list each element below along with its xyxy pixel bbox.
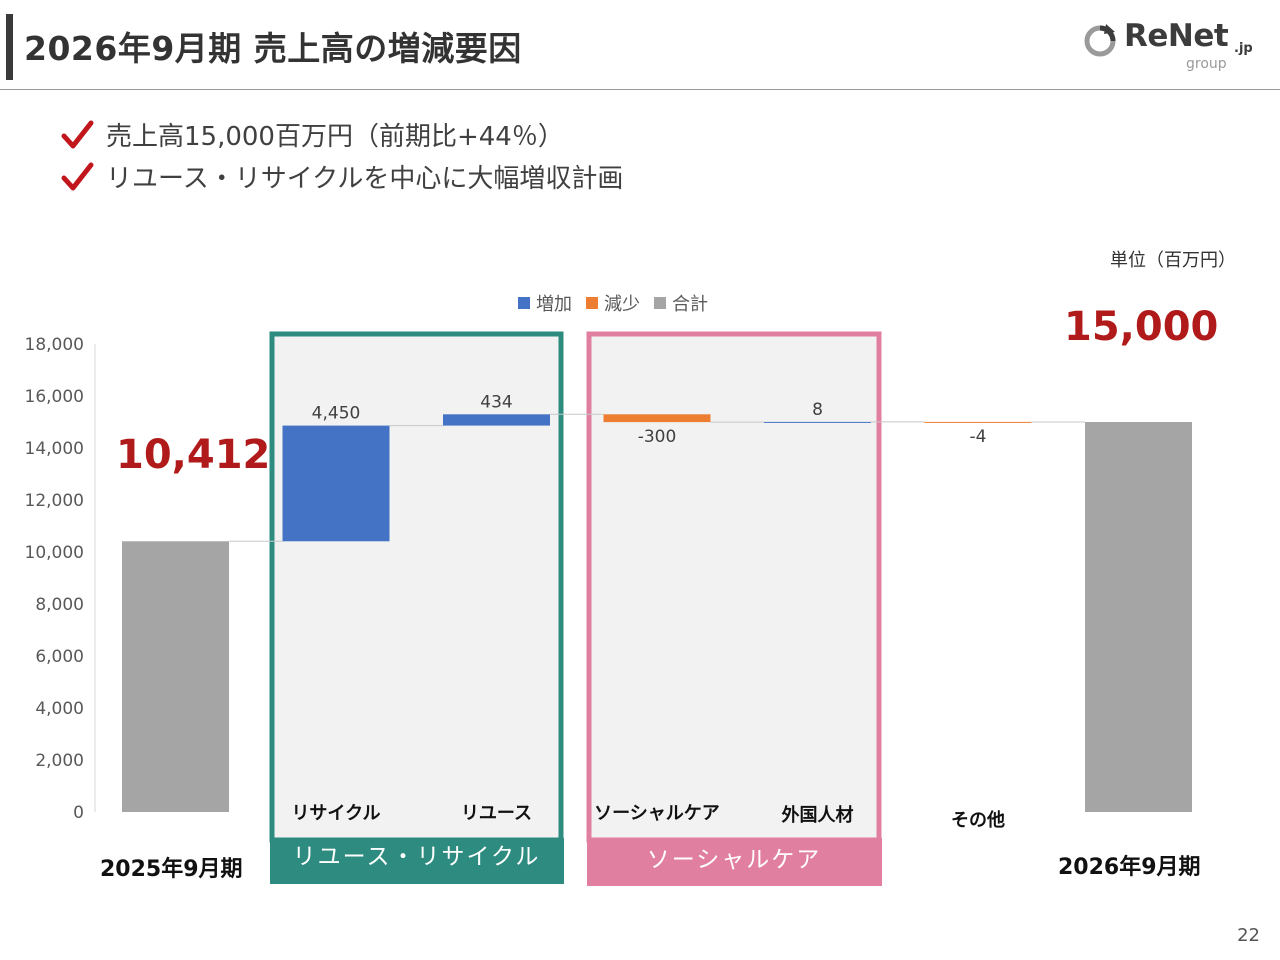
legend-swatch-icon [518,297,530,309]
logo-name: ReNet [1124,18,1229,54]
page-number: 22 [1237,925,1260,946]
group-label-social-care: ソーシャルケア [646,847,822,873]
start-total-value: 10,412 [116,432,271,478]
data-label: 4,450 [312,404,361,424]
data-label: -300 [638,427,677,447]
group-label-reuse-recycle: リユース・リサイクル [292,844,541,870]
unit-label: 単位（百万円） [1110,250,1236,271]
bar-decrease [603,414,711,423]
legend-item-increase: 増加 [518,290,572,316]
y-tick-label: 12,000 [25,491,84,511]
legend-swatch-icon [586,297,598,309]
bar-total [122,541,229,812]
y-tick-label: 0 [73,803,84,823]
legend-label: 減少 [604,294,640,315]
x-category-label: 外国人材 [782,804,854,826]
x-category-label: ソーシャルケア [594,803,720,824]
y-tick-label: 4,000 [35,699,84,719]
y-tick-label: 18,000 [25,335,84,355]
bullet-item: リユース・リサイクルを中心に大幅増収計画 [60,158,623,195]
title-divider [0,89,1280,90]
bar-total [1085,422,1192,812]
bullet-text: リユース・リサイクルを中心に大幅増収計画 [106,164,624,194]
data-label: 8 [812,400,823,420]
logo-subtitle: group [1186,56,1227,72]
start-period-label: 2025年9月期 [100,857,243,882]
data-label: -4 [970,427,987,447]
legend-item-total: 合計 [654,290,708,316]
y-tick-label: 6,000 [35,647,84,667]
bullet-text: 売上高15,000百万円（前期比+44％） [106,122,564,152]
title-accent-bar [6,14,13,80]
end-total-value: 15,000 [1064,304,1219,350]
y-tick-label: 14,000 [25,439,84,459]
logo-suffix: .jp [1234,41,1253,56]
chart-legend: 増加 減少 合計 [518,290,708,316]
y-tick-label: 8,000 [35,595,84,615]
data-label: 434 [480,392,512,412]
bar-increase [443,414,550,426]
group-label-band [587,838,882,886]
y-tick-label: 10,000 [25,543,84,563]
checkmark-icon [61,162,94,190]
legend-label: 増加 [536,294,572,315]
x-category-label: リユース [461,803,532,824]
refresh-arrow-icon [1084,24,1116,57]
legend-item-decrease: 減少 [586,290,640,316]
x-category-label: その他 [951,809,1005,831]
legend-swatch-icon [654,297,666,309]
x-category-label: リサイクル [291,803,380,824]
group-label-band [270,838,564,884]
checkmark-icon [61,120,94,148]
bar-decrease [924,421,1032,423]
legend-label: 合計 [672,294,708,315]
renet-logo: ReNet .jp group [1080,18,1260,76]
y-tick-label: 2,000 [35,751,84,771]
bullet-item: 売上高15,000百万円（前期比+44％） [60,116,564,153]
page-title: 2026年9月期 売上高の増減要因 [24,29,522,68]
y-tick-label: 16,000 [25,387,84,407]
group-frame-social-care [586,331,882,843]
bar-increase [282,425,390,542]
bar-increase [764,421,871,423]
end-period-label: 2026年9月期 [1058,855,1201,880]
